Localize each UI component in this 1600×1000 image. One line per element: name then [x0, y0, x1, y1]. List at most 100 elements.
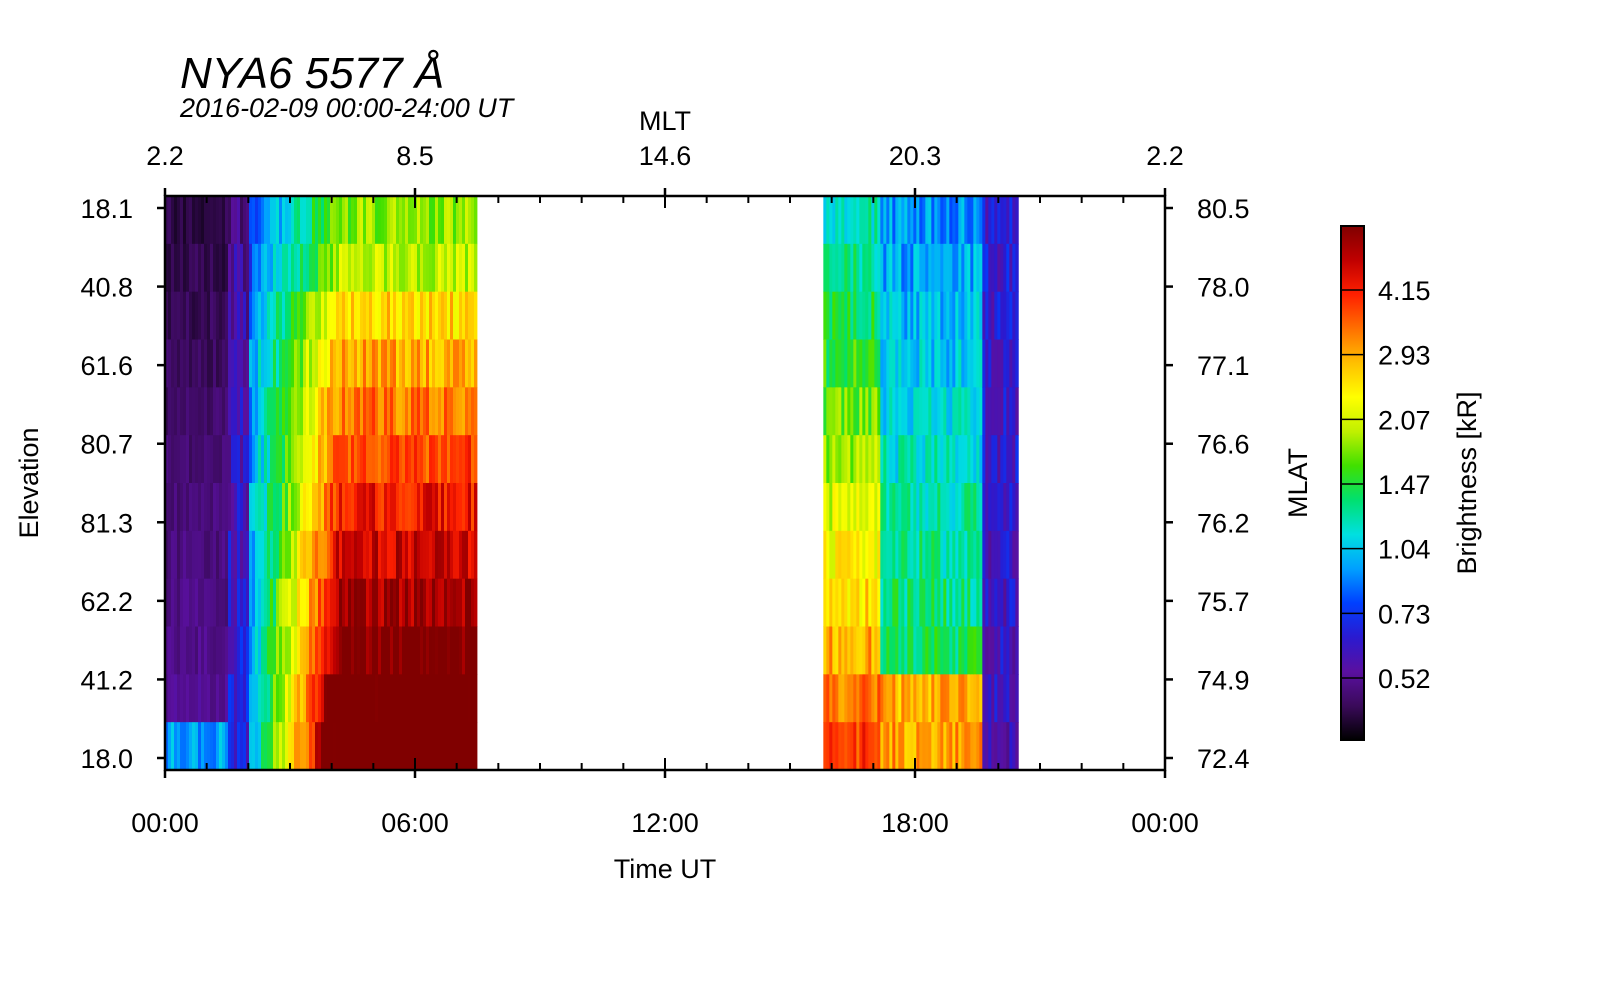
elevation-tick-label: 62.2 — [80, 587, 133, 617]
heatmap-cell — [823, 387, 827, 436]
heatmap-cell — [210, 530, 214, 580]
heatmap-cell — [943, 387, 947, 436]
heatmap-cell — [985, 339, 989, 388]
heatmap-cell — [327, 530, 331, 580]
heatmap-cell — [396, 578, 400, 627]
heatmap-cell — [865, 291, 869, 340]
heatmap-cell — [937, 530, 941, 580]
heatmap-cell — [441, 435, 445, 484]
heatmap-cell — [973, 626, 977, 675]
heatmap-cell — [342, 578, 346, 627]
heatmap-cell — [279, 196, 283, 245]
heatmap-cell — [204, 435, 208, 484]
heatmap-cell — [976, 339, 980, 388]
heatmap-cell — [378, 483, 382, 532]
heatmap-cell — [411, 483, 415, 532]
heatmap-cell — [375, 435, 379, 484]
heatmap-cell — [234, 578, 238, 627]
heatmap-cell — [228, 435, 232, 484]
heatmap-cell — [213, 674, 217, 723]
heatmap-cell — [297, 578, 301, 627]
heatmap-cell — [207, 243, 211, 293]
heatmap-cell — [246, 435, 250, 484]
heatmap-cell — [979, 243, 983, 293]
mlat-tick-label: 76.6 — [1197, 430, 1250, 460]
heatmap-cell — [1012, 339, 1016, 388]
heatmap-cell — [438, 626, 442, 675]
heatmap-cell — [180, 483, 184, 532]
heatmap-cell — [213, 387, 217, 436]
heatmap-cell — [372, 674, 376, 723]
heatmap-cell — [444, 578, 448, 627]
heatmap-cell — [459, 722, 463, 771]
mlt-tick-label: 14.6 — [639, 141, 692, 171]
heatmap-cell — [937, 674, 941, 723]
heatmap-cell — [1000, 722, 1004, 771]
heatmap-cell — [291, 530, 295, 580]
heatmap-cell — [240, 578, 244, 627]
heatmap-cell — [441, 578, 445, 627]
heatmap-cell — [240, 196, 244, 245]
heatmap-cell — [925, 387, 929, 436]
heatmap-cell — [360, 387, 364, 436]
heatmap-cell — [309, 435, 313, 484]
heatmap-cell — [282, 722, 286, 771]
heatmap-cell — [907, 435, 911, 484]
heatmap-cell — [375, 243, 379, 293]
heatmap-cell — [997, 339, 1001, 388]
heatmap-cell — [1009, 387, 1013, 436]
heatmap-cell — [922, 674, 926, 723]
heatmap-cell — [315, 291, 319, 340]
heatmap-cell — [180, 578, 184, 627]
heatmap-cell — [213, 196, 217, 245]
heatmap-cell — [1015, 626, 1019, 675]
heatmap-cell — [838, 243, 842, 293]
heatmap-cell — [204, 483, 208, 532]
heatmap-cell — [243, 243, 247, 293]
heatmap-cell — [919, 530, 923, 580]
heatmap-cell — [871, 387, 875, 436]
heatmap-cell — [372, 626, 376, 675]
heatmap-cell — [294, 626, 298, 675]
heatmap-cell — [871, 578, 875, 627]
heatmap-cell — [429, 243, 433, 293]
heatmap-cell — [892, 243, 896, 293]
heatmap-cell — [198, 339, 202, 388]
heatmap-cell — [171, 435, 175, 484]
heatmap-cell — [333, 530, 337, 580]
heatmap-cell — [231, 483, 235, 532]
heatmap-cell — [868, 530, 872, 580]
heatmap-cell — [462, 196, 466, 245]
heatmap-cell — [399, 530, 403, 580]
heatmap-cell — [910, 243, 914, 293]
heatmap-cell — [973, 196, 977, 245]
heatmap-cell — [285, 722, 289, 771]
heatmap-cell — [351, 722, 355, 771]
heatmap-cell — [438, 483, 442, 532]
heatmap-cell — [297, 196, 301, 245]
heatmap-cell — [865, 483, 869, 532]
heatmap-cell — [261, 530, 265, 580]
heatmap-cell — [276, 626, 280, 675]
heatmap-cell — [348, 435, 352, 484]
heatmap-cell — [297, 243, 301, 293]
heatmap-cell — [943, 243, 947, 293]
heatmap-cell — [390, 291, 394, 340]
heatmap-cell — [925, 339, 929, 388]
heatmap-cell — [877, 291, 881, 340]
heatmap-cell — [315, 674, 319, 723]
heatmap-cell — [931, 674, 935, 723]
heatmap-cell — [943, 196, 947, 245]
heatmap-cell — [270, 243, 274, 293]
heatmap-cell — [970, 674, 974, 723]
heatmap-cell — [327, 578, 331, 627]
heatmap-cell — [207, 435, 211, 484]
heatmap-cell — [910, 387, 914, 436]
heatmap-cell — [351, 578, 355, 627]
heatmap-cell — [928, 530, 932, 580]
heatmap-cell — [303, 483, 307, 532]
heatmap-cell — [210, 243, 214, 293]
heatmap-cell — [856, 674, 860, 723]
heatmap-cell — [937, 722, 941, 771]
heatmap-cell — [168, 626, 172, 675]
